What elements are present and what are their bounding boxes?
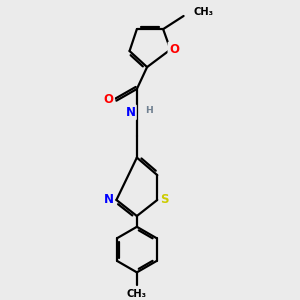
Text: N: N xyxy=(103,194,113,206)
Text: N: N xyxy=(125,106,135,119)
Text: CH₃: CH₃ xyxy=(194,8,214,17)
Text: O: O xyxy=(169,43,179,56)
Text: H: H xyxy=(145,106,153,115)
Text: O: O xyxy=(103,93,113,106)
Text: CH₃: CH₃ xyxy=(127,289,147,299)
Text: S: S xyxy=(160,194,169,206)
